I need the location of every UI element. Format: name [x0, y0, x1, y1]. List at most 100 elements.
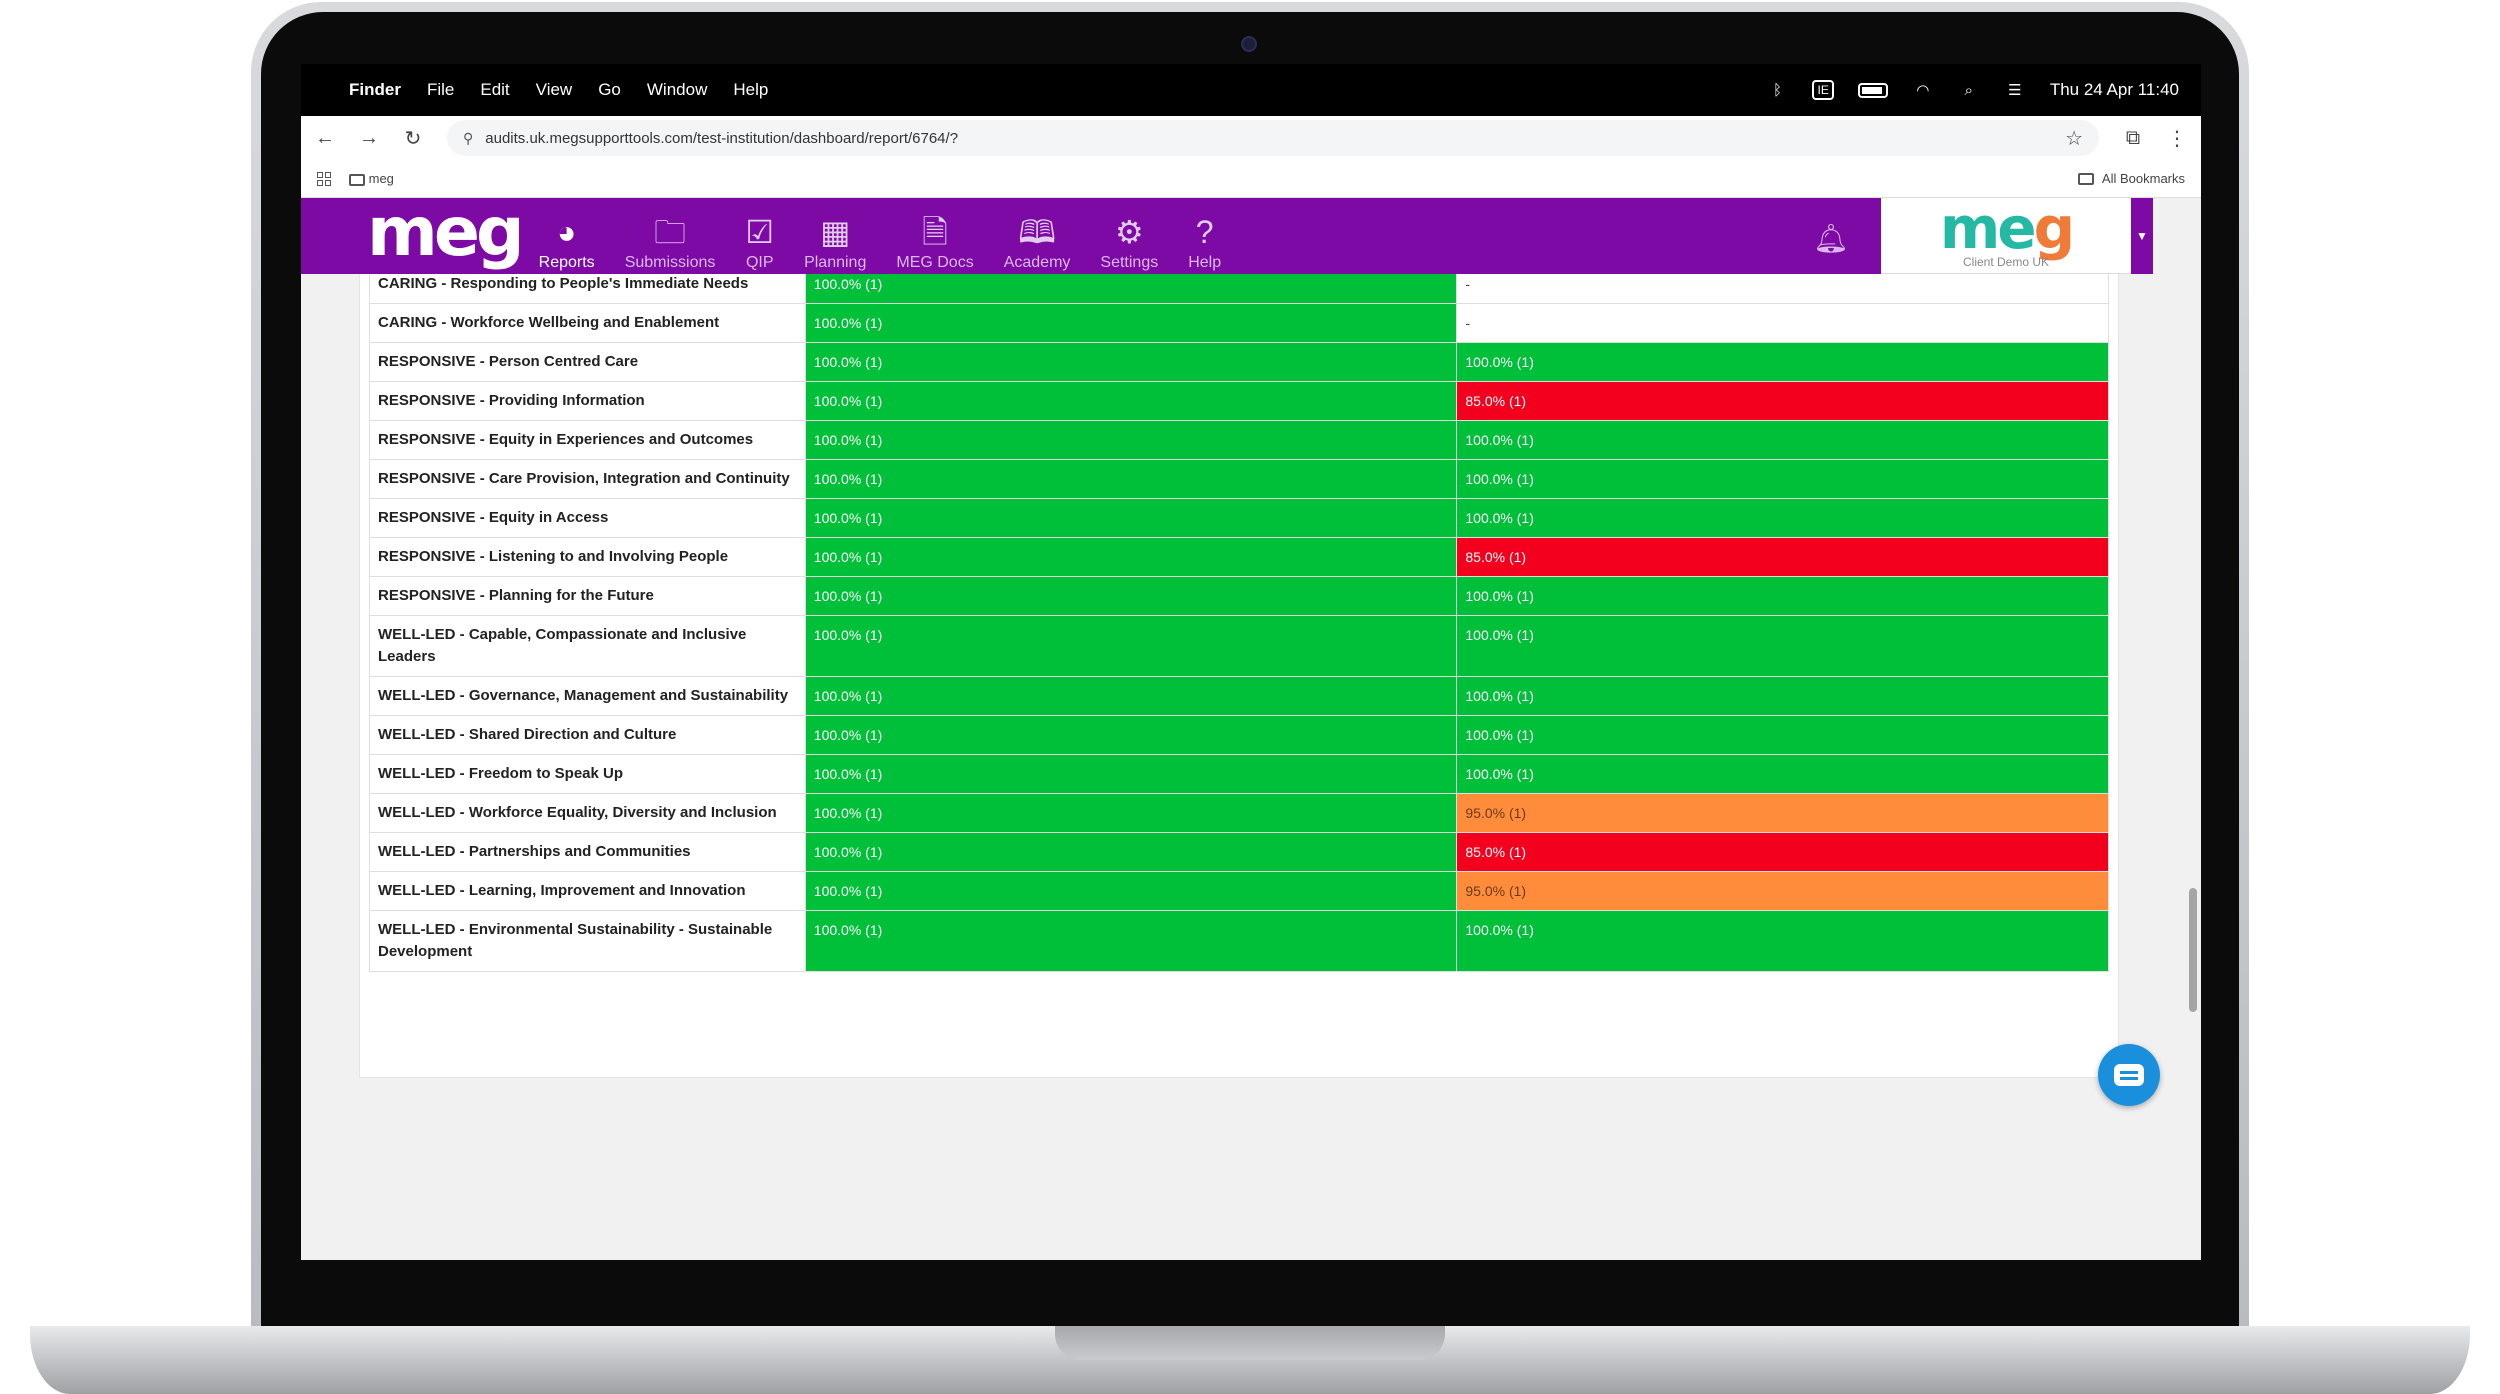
wifi-icon[interactable]: ◠: [1916, 82, 1930, 99]
score-cell-period-1[interactable]: 100.0% (1): [804, 871, 1458, 911]
meg-logo[interactable]: meg: [367, 193, 525, 272]
score-cell-period-2[interactable]: 100.0% (1): [1456, 498, 2109, 538]
score-cell-period-2[interactable]: 85.0% (1): [1456, 381, 2109, 421]
score-cell-period-2[interactable]: 95.0% (1): [1456, 793, 2109, 833]
score-cell-period-1[interactable]: 100.0% (1): [804, 498, 1458, 538]
notifications-bell-icon[interactable]: 🔔︎: [1813, 223, 1849, 254]
row-label: RESPONSIVE - Providing Information: [369, 381, 806, 421]
bluetooth-icon[interactable]: ᛒ: [1772, 81, 1782, 99]
bookmark-meg[interactable]: meg: [349, 171, 394, 186]
bookmarks-bar: meg All Bookmarks: [301, 160, 2201, 198]
url-input[interactable]: [485, 129, 2054, 147]
score-cell-period-2[interactable]: 100.0% (1): [1456, 342, 2109, 382]
battery-icon[interactable]: [1857, 82, 1888, 98]
score-cell-period-1[interactable]: 100.0% (1): [804, 615, 1458, 677]
score-cell-period-2[interactable]: 100.0% (1): [1456, 615, 2109, 677]
score-cell-period-2[interactable]: 100.0% (1): [1456, 715, 2109, 755]
menu-app-name[interactable]: Finder: [349, 80, 401, 99]
row-label: WELL-LED - Environmental Sustainability …: [369, 910, 806, 972]
nav-item-planning[interactable]: ▦ Planning: [804, 198, 866, 274]
folder-icon: [2077, 172, 2094, 185]
score-cell-period-1[interactable]: 100.0% (1): [804, 676, 1458, 716]
table-row: WELL-LED - Workforce Equality, Diversity…: [369, 793, 2109, 833]
app-header: meg ◕ Reports 🗀 Submissions ☑ QIP ▦ Planning 🗎 ME…: [301, 198, 2201, 274]
score-cell-period-2[interactable]: 100.0% (1): [1456, 459, 2109, 499]
table-row: WELL-LED - Environmental Sustainability …: [369, 910, 2109, 972]
checkbox-icon: ☑: [745, 214, 775, 250]
site-info-icon[interactable]: ⚲: [463, 129, 474, 146]
extensions-icon[interactable]: ⧉: [2125, 126, 2141, 149]
client-switcher[interactable]: meg Client Demo UK: [1881, 198, 2131, 274]
score-cell-period-2[interactable]: 100.0% (1): [1456, 576, 2109, 616]
score-cell-period-1[interactable]: 100.0% (1): [804, 459, 1458, 499]
client-dropdown-caret-icon[interactable]: ▼: [2131, 198, 2153, 274]
nav-item-reports[interactable]: ◕ Reports: [539, 198, 595, 274]
all-bookmarks[interactable]: All Bookmarks: [2077, 171, 2185, 186]
menu-edit[interactable]: Edit: [480, 80, 510, 99]
nav-item-settings[interactable]: ⚙ Settings: [1100, 198, 1158, 274]
bookmark-star-icon[interactable]: ☆: [2065, 127, 2083, 150]
forward-arrow-icon[interactable]: →: [359, 126, 379, 149]
score-cell-period-2[interactable]: 85.0% (1): [1456, 832, 2109, 872]
nav-item-help[interactable]: ? Help: [1188, 198, 1221, 274]
spotlight-search-icon[interactable]: ⌕: [1964, 81, 1974, 99]
score-cell-period-1[interactable]: 100.0% (1): [804, 754, 1458, 794]
row-label: WELL-LED - Learning, Improvement and Inn…: [369, 871, 806, 911]
score-cell-period-2[interactable]: 100.0% (1): [1456, 910, 2109, 972]
row-label: WELL-LED - Workforce Equality, Diversity…: [369, 793, 806, 833]
table-row: RESPONSIVE - Care Provision, Integration…: [369, 459, 2109, 499]
nav-item-label: Submissions: [624, 254, 716, 271]
score-cell-period-1[interactable]: 100.0% (1): [804, 537, 1458, 577]
score-cell-period-1[interactable]: 100.0% (1): [804, 381, 1458, 421]
row-label: WELL-LED - Shared Direction and Culture: [369, 715, 806, 755]
score-cell-period-1[interactable]: 100.0% (1): [804, 832, 1458, 872]
main-nav: ◕ Reports 🗀 Submissions ☑ QIP ▦ Planning 🗎 MEG Do…: [539, 198, 1251, 274]
score-cell-period-1[interactable]: 100.0% (1): [804, 715, 1458, 755]
menu-view[interactable]: View: [535, 80, 573, 99]
back-arrow-icon[interactable]: ←: [315, 126, 335, 149]
row-label: WELL-LED - Capable, Compassionate and In…: [369, 615, 806, 677]
nav-item-label: Help: [1188, 254, 1222, 271]
nav-item-meg-docs[interactable]: 🗎 MEG Docs: [896, 198, 973, 274]
address-bar[interactable]: ⚲ ☆: [447, 120, 2099, 156]
menu-file[interactable]: File: [426, 80, 455, 99]
input-source-indicator[interactable]: IE: [1812, 80, 1834, 100]
reload-icon[interactable]: ↻: [404, 127, 422, 150]
row-label: RESPONSIVE - Person Centred Care: [369, 342, 806, 382]
chat-support-button[interactable]: [2098, 1044, 2160, 1106]
menu-go[interactable]: Go: [598, 80, 621, 99]
score-cell-period-2[interactable]: -: [1456, 303, 2109, 343]
score-cell-period-2[interactable]: 95.0% (1): [1456, 871, 2109, 911]
scrollbar-thumb[interactable]: [2189, 888, 2197, 1012]
menu-window[interactable]: Window: [646, 80, 708, 99]
page-scrollbar[interactable]: [2185, 274, 2201, 1260]
score-cell-period-2[interactable]: 100.0% (1): [1456, 754, 2109, 794]
score-cell-period-1[interactable]: 100.0% (1): [804, 420, 1458, 460]
folder-icon: 🗀: [654, 214, 687, 250]
score-cell-period-2[interactable]: -: [1456, 274, 2109, 304]
score-cell-period-1[interactable]: 100.0% (1): [804, 910, 1458, 972]
score-cell-period-2[interactable]: 100.0% (1): [1456, 420, 2109, 460]
score-cell-period-1[interactable]: 100.0% (1): [804, 303, 1458, 343]
row-label: WELL-LED - Governance, Management and Su…: [369, 676, 806, 716]
row-label: CARING - Workforce Wellbeing and Enablem…: [369, 303, 806, 343]
control-center-icon[interactable]: ☰: [2008, 82, 2022, 99]
table-row: WELL-LED - Partnerships and Communities 1…: [369, 832, 2109, 872]
nav-item-qip[interactable]: ☑ QIP: [745, 198, 774, 274]
menu-help[interactable]: Help: [733, 80, 769, 99]
score-cell-period-1[interactable]: 100.0% (1): [804, 274, 1458, 304]
menu-clock[interactable]: Thu 24 Apr 11:40: [2049, 80, 2179, 99]
score-cell-period-1[interactable]: 100.0% (1): [804, 793, 1458, 833]
row-label: WELL-LED - Freedom to Speak Up: [369, 754, 806, 794]
apps-grid-icon[interactable]: [317, 171, 331, 186]
nav-item-submissions[interactable]: 🗀 Submissions: [625, 198, 716, 274]
score-cell-period-1[interactable]: 100.0% (1): [804, 576, 1458, 616]
score-cell-period-1[interactable]: 100.0% (1): [804, 342, 1458, 382]
nav-item-label: Reports: [538, 254, 595, 271]
nav-item-academy[interactable]: 🕮 Academy: [1004, 198, 1071, 274]
row-label: RESPONSIVE - Equity in Experiences and O…: [369, 420, 806, 460]
score-cell-period-2[interactable]: 100.0% (1): [1456, 676, 2109, 716]
all-bookmarks-label: All Bookmarks: [2101, 171, 2185, 186]
browser-menu-icon[interactable]: ⋮: [2167, 127, 2187, 150]
score-cell-period-2[interactable]: 85.0% (1): [1456, 537, 2109, 577]
